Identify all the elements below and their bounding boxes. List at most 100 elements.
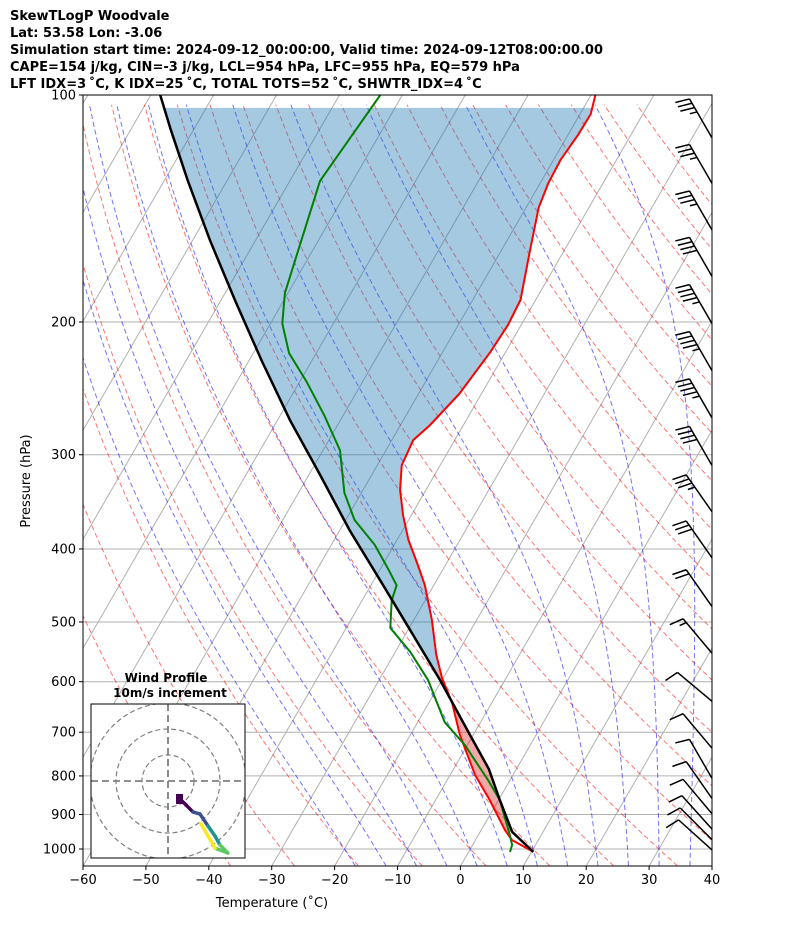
moist-adiabat	[83, 356, 356, 866]
barb-feather	[682, 249, 698, 255]
wind-barb	[669, 618, 713, 654]
x-tick-label: 10	[515, 873, 532, 888]
positive-area-fill	[434, 670, 513, 832]
isotherm-line	[83, 95, 89, 105]
moist-adiabat	[116, 104, 478, 866]
y-tick-label: 100	[51, 89, 76, 104]
hodograph-subtitle: 10m/s increment	[113, 686, 227, 700]
moist-adiabat	[89, 104, 448, 866]
barb-feather	[677, 382, 693, 388]
hodograph-segment	[213, 846, 230, 855]
barb-staff	[682, 713, 713, 749]
y-tick-label: 900	[51, 808, 76, 823]
barb-feather	[675, 330, 690, 336]
profiles	[159, 95, 597, 853]
moist-adiabat	[148, 104, 508, 866]
location-line: Lat: 53.58 Lon: -3.06	[10, 26, 163, 41]
isotherm-line	[648, 756, 712, 866]
barb-feather	[682, 438, 698, 444]
moist-adiabat	[721, 105, 747, 866]
barb-feather	[677, 482, 693, 489]
barb-feather	[677, 102, 693, 108]
x-tick-label: −20	[321, 873, 348, 888]
barb-half-feather	[689, 111, 698, 115]
barb-feather	[680, 339, 695, 345]
barb-feather	[677, 148, 693, 154]
moist-adiabat	[232, 104, 569, 866]
indices-line-2: LFT IDX=3 ˚C, K IDX=25 ˚C, TOTAL TOTS=52…	[10, 77, 482, 92]
barb-feather	[680, 292, 695, 298]
barb-feather	[675, 236, 690, 242]
barb-feather	[680, 434, 695, 440]
dry-adiabat	[505, 104, 712, 387]
barb-staff	[688, 284, 713, 324]
y-tick-label: 1000	[43, 843, 76, 858]
barb-feather	[677, 288, 693, 294]
barb-staff	[688, 426, 713, 466]
barb-staff	[688, 237, 713, 277]
isotherm-line	[334, 211, 712, 866]
x-tick-label: 40	[704, 873, 721, 888]
isotherm-line	[711, 865, 712, 866]
background-lines	[83, 95, 747, 866]
barb-feather	[680, 198, 695, 204]
barb-feather	[669, 778, 684, 786]
barb-feather	[672, 760, 687, 768]
barb-feather	[680, 245, 695, 251]
parcel-profile	[159, 95, 535, 853]
barb-staff	[688, 144, 713, 184]
barb-feather	[682, 343, 698, 349]
barb-feather	[665, 671, 678, 682]
dry-adiabat	[111, 104, 551, 866]
barb-feather	[672, 474, 687, 481]
barb-half-feather	[692, 301, 700, 305]
x-tick-label: −60	[69, 873, 96, 888]
wind-barb	[675, 236, 713, 277]
moist-adiabat	[83, 278, 387, 866]
wind-barb	[675, 425, 713, 466]
barb-feather	[682, 296, 698, 302]
barb-feather	[672, 569, 687, 576]
x-tick-label: −10	[384, 873, 411, 888]
x-tick-label: 30	[641, 873, 658, 888]
barb-staff	[685, 520, 713, 559]
wind-barb	[672, 760, 713, 799]
barb-feather	[669, 713, 684, 721]
barb-feather	[675, 378, 690, 384]
hodograph-inset: Wind Profile 10m/s increment	[90, 671, 246, 859]
wind-barb	[672, 569, 713, 608]
barb-staff	[685, 761, 713, 799]
barb-staff	[678, 819, 713, 851]
barb-feather	[672, 520, 687, 527]
dry-adiabat	[83, 262, 423, 866]
negative-area-fill	[164, 107, 593, 671]
barb-feather	[682, 391, 698, 397]
y-tick-label: 200	[51, 315, 76, 330]
dry-adiabat	[570, 104, 712, 296]
y-tick-label: 500	[51, 616, 76, 631]
barb-feather	[675, 478, 690, 485]
barb-feather	[675, 425, 690, 431]
y-tick-label: 700	[51, 726, 76, 741]
cape-cin-shading	[164, 107, 593, 832]
barb-feather	[677, 335, 693, 341]
dry-adiabat	[143, 104, 615, 866]
wind-barb	[669, 778, 713, 815]
barb-feather	[675, 190, 690, 196]
wind-barb	[675, 378, 713, 419]
wind-barb	[675, 330, 713, 371]
dry-adiabat	[83, 387, 359, 866]
barb-feather	[675, 283, 690, 289]
wind-barb	[675, 190, 713, 231]
barb-feather	[669, 618, 684, 626]
barb-feather	[677, 528, 693, 535]
times-line: Simulation start time: 2024-09-12_00:00:…	[10, 43, 603, 58]
dry-adiabat	[603, 104, 712, 251]
barb-half-feather	[679, 621, 687, 627]
isotherm-line	[271, 102, 712, 866]
figure-header: SkewTLogP Woodvale Lat: 53.58 Lon: -3.06…	[10, 8, 603, 93]
wind-barb	[665, 819, 713, 851]
barb-feather	[668, 794, 683, 803]
axes: −60 −50 −40 −30 −20 −10 0 10 20 30 40 100 200 300 400 5…	[43, 89, 720, 889]
wind-barb	[675, 143, 713, 184]
